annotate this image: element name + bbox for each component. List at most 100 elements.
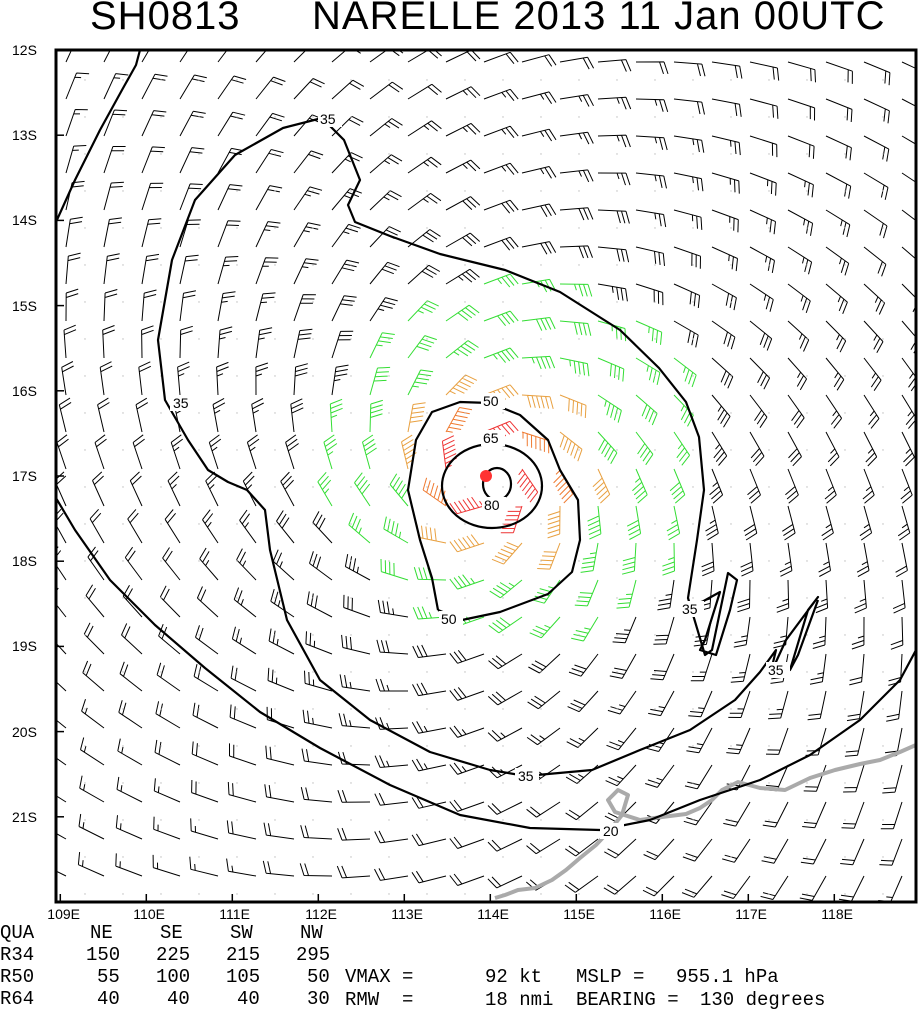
- wind-barb: [559, 320, 592, 336]
- wind-barb: [825, 172, 852, 199]
- table-cell: 50: [307, 966, 330, 988]
- wind-barb: [825, 431, 840, 467]
- wind-barb: [177, 361, 190, 396]
- wind-barb: [449, 836, 485, 849]
- wind-barb: [309, 551, 333, 581]
- wind-barb: [216, 361, 229, 396]
- wind-barb: [521, 431, 550, 454]
- lat-tick-label: 20S: [12, 723, 37, 740]
- wind-barb: [840, 838, 865, 866]
- wind-barb: [597, 59, 632, 72]
- wind-barb: [199, 547, 219, 581]
- wind-barb: [825, 357, 845, 391]
- wind-barb: [362, 434, 377, 470]
- wind-barb: [787, 98, 816, 121]
- wind-barb: [597, 394, 622, 423]
- table-cell: 100: [156, 966, 191, 988]
- contour-35: [156, 116, 820, 778]
- storm-center-marker: [480, 470, 492, 482]
- wind-barb: [521, 394, 554, 410]
- wind-barb: [635, 135, 668, 151]
- wind-barb: [246, 434, 260, 470]
- contour-label-group: 35 35 35 35 50 50 65 80 35 20: [170, 111, 790, 839]
- wind-barb: [838, 875, 865, 902]
- table-cell: 215: [226, 944, 261, 966]
- wind-barb: [103, 146, 126, 174]
- wind-barb: [377, 599, 409, 618]
- wind-barb: [701, 542, 715, 577]
- wind-barb: [565, 801, 599, 821]
- wind-barb: [78, 813, 105, 840]
- lon-tick-label: 114E: [477, 906, 509, 922]
- wind-barb: [809, 653, 827, 685]
- wind-barb: [749, 283, 774, 312]
- wind-barb: [890, 616, 904, 650]
- wind-barb: [711, 172, 740, 194]
- wind-barb: [859, 505, 873, 541]
- wind-barb: [609, 653, 637, 679]
- wind-barb: [61, 361, 74, 396]
- wind-barb: [141, 50, 150, 63]
- wind-barb: [597, 357, 625, 382]
- wind-barb: [89, 508, 105, 544]
- wind-barb: [571, 616, 599, 642]
- wind-barb: [521, 278, 556, 293]
- wind-barb: [863, 135, 890, 162]
- wind-barb: [825, 135, 852, 161]
- wind-barb: [56, 546, 67, 581]
- wind-barb: [445, 50, 481, 63]
- wind-barb: [559, 56, 595, 70]
- wind-barb: [103, 253, 120, 285]
- wind-barb: [154, 739, 181, 766]
- wind-barb: [272, 549, 295, 581]
- wind-barb: [65, 216, 83, 248]
- wind-barb: [158, 624, 181, 655]
- wind-barb: [56, 795, 67, 803]
- wind-barb: [132, 434, 145, 470]
- contour-label: 80: [484, 497, 500, 513]
- table-cell: R50: [0, 966, 35, 988]
- wind-barb: [761, 838, 789, 864]
- wind-barb: [863, 98, 890, 124]
- quadrant-radii-table: QUA NE SE SW NW R34 150 225 215 295 R50 55 100 105 50 R…: [0, 924, 918, 1014]
- wind-barb: [825, 320, 847, 353]
- wind-barb: [449, 762, 485, 775]
- wind-barb: [217, 220, 241, 248]
- wind-barb: [155, 701, 181, 729]
- wind-barb: [574, 579, 599, 607]
- wind-barb: [141, 325, 154, 359]
- wind-barb: [293, 150, 324, 174]
- wind-barb: [344, 554, 371, 581]
- wind-barb: [521, 166, 557, 179]
- wind-barb: [369, 297, 398, 322]
- wind-barb: [662, 542, 675, 576]
- wind-barb: [882, 764, 903, 794]
- wind-barb: [521, 203, 557, 218]
- wind-barb: [226, 858, 257, 877]
- table-cell: R64: [0, 988, 35, 1010]
- wind-barb: [331, 79, 365, 100]
- wind-barb: [782, 505, 796, 541]
- wind-barb: [337, 827, 371, 841]
- wind-barb: [92, 471, 105, 507]
- wind-barb: [483, 347, 519, 363]
- wind-barb: [605, 764, 637, 787]
- lat-tick-label: 12S: [12, 42, 37, 58]
- wind-barb: [83, 622, 105, 655]
- wind-barb: [901, 431, 915, 467]
- wind-barb: [348, 512, 371, 544]
- wind-barb: [56, 757, 67, 766]
- wind-barb: [179, 325, 193, 359]
- wind-barb: [56, 434, 69, 470]
- wind-barb: [56, 870, 67, 877]
- wind-barb: [179, 110, 206, 137]
- wind-barb: [749, 98, 779, 119]
- wind-barb: [369, 190, 402, 211]
- wind-barb: [844, 727, 865, 757]
- lat-tick-label: 17S: [12, 468, 37, 484]
- wind-barb: [728, 690, 751, 718]
- contour-label: 50: [483, 393, 499, 409]
- wind-barb: [331, 364, 349, 396]
- wind-barb: [787, 320, 810, 352]
